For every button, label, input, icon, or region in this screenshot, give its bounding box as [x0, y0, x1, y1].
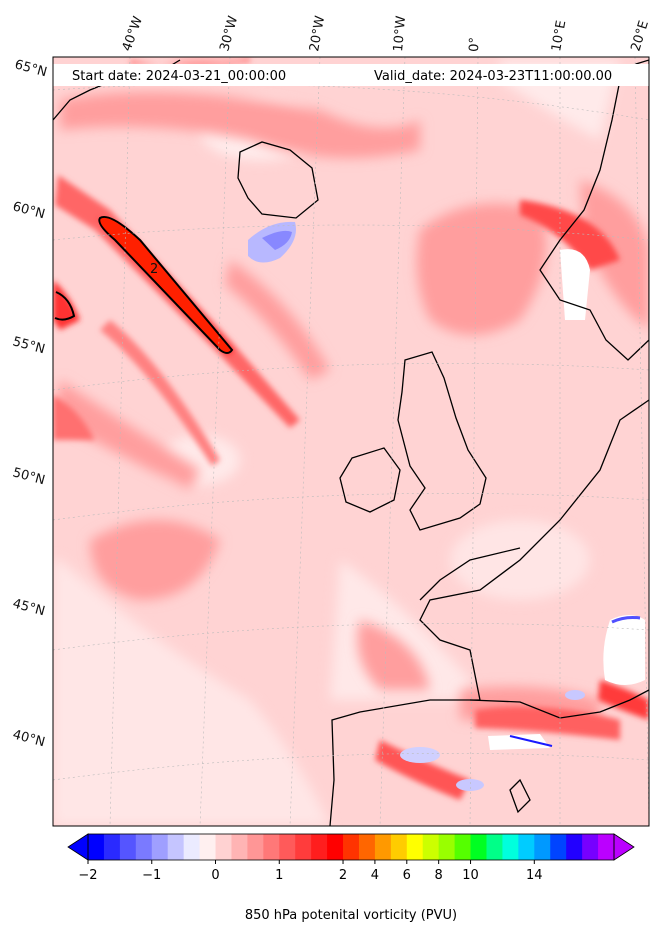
colorbar-cell — [88, 834, 105, 860]
colorbar-cell — [343, 834, 360, 860]
colorbar-cell — [390, 834, 408, 860]
colorbar-tick-label: −2 — [78, 868, 97, 883]
pv-field — [53, 57, 649, 826]
colorbar-frame — [87, 833, 615, 861]
colorbar-tick-label: −1 — [142, 868, 161, 883]
lon-label: 0° — [467, 37, 483, 52]
lat-label: 50°N — [11, 465, 47, 488]
colorbar-cell — [422, 834, 440, 860]
colorbar-cell — [486, 834, 503, 860]
lon-label: 10°W — [391, 15, 409, 52]
colorbar-tick-label: 6 — [403, 868, 411, 883]
colorbar-cell — [438, 834, 456, 860]
lon-label: 20°W — [307, 15, 328, 53]
lat-labels: 65°N 60°N 55°N 50°N 45°N 40°N — [11, 57, 49, 750]
colorbar-cell — [502, 834, 519, 860]
lat-label: 60°N — [11, 199, 47, 222]
colorbar-cell — [406, 834, 424, 860]
colorbar-cell — [263, 834, 280, 860]
colorbar-over-triangle — [613, 833, 635, 861]
colorbar-cell — [247, 834, 264, 860]
contour-label: 2 — [150, 262, 158, 277]
colorbar-cell — [582, 834, 599, 860]
lat-label: 55°N — [11, 334, 47, 357]
colorbar-cells — [88, 834, 615, 860]
colorbar-cell — [151, 834, 169, 860]
colorbar-cell — [454, 834, 472, 860]
valid-date-text: Valid_date: 2024-03-23T11:00:00.00 — [374, 69, 612, 84]
colorbar-cell — [470, 834, 487, 860]
colorbar-cell — [311, 834, 328, 860]
colorbar-tick-label: 10 — [462, 868, 479, 883]
colorbar-tick-label: 1 — [275, 868, 283, 883]
colorbar-cell — [566, 834, 583, 860]
continental-coast — [329, 399, 649, 826]
colorbar-cell — [358, 834, 376, 860]
colorbar-tick-label: 14 — [526, 868, 543, 883]
colorbar-cell — [279, 834, 296, 860]
colorbar-cell — [231, 834, 248, 860]
scandinavia-coast — [539, 59, 649, 361]
lon-label: 20°E — [628, 19, 651, 53]
colorbar-cell — [327, 834, 344, 860]
colorbar-title: 850 hPa potenital vorticity (PVU) — [245, 908, 457, 923]
mediterranean-coast — [469, 689, 649, 719]
colorbar-cell — [167, 834, 185, 860]
iceland-coast — [237, 141, 319, 219]
graticule — [53, 57, 649, 826]
pv-contour-2 — [54, 216, 234, 354]
colorbar-tick-label: 2 — [339, 868, 347, 883]
colorbar-tick-label: 4 — [371, 868, 379, 883]
lon-label: 40°W — [120, 14, 146, 53]
colorbar-cell — [183, 834, 201, 860]
lat-label: 45°N — [11, 596, 47, 619]
ireland-coast — [339, 447, 401, 513]
colorbar-cell — [199, 834, 217, 860]
colorbar-tick-label: 8 — [435, 868, 443, 883]
colorbar-cell — [103, 834, 121, 860]
colorbar-under-triangle — [67, 833, 89, 861]
colorbar-cell — [598, 834, 615, 860]
colorbar-cell — [374, 834, 392, 860]
colorbar-cell — [215, 834, 232, 860]
start-date-text: Start date: 2024-03-21_00:00:00 — [72, 69, 286, 84]
colorbar: −2 −1 0 1 2 4 6 8 10 14 850 hPa potenital vortici… — [67, 833, 635, 923]
lat-label: 40°N — [11, 727, 47, 750]
lon-label: 10°E — [549, 19, 569, 52]
colorbar-cell — [534, 834, 551, 860]
pv-negative-regions — [248, 221, 645, 791]
header-band — [53, 64, 649, 86]
great-britain-coast — [397, 351, 487, 531]
colorbar-cell — [295, 834, 312, 860]
lat-label: 65°N — [13, 57, 49, 80]
colorbar-tick-label: 0 — [211, 868, 219, 883]
lon-label: 30°W — [217, 14, 241, 53]
island-coast — [509, 778, 531, 814]
colorbar-cell — [119, 834, 137, 860]
colorbar-cell — [518, 834, 535, 860]
lon-labels: 40°W 30°W 20°W 10°W 0° 10°E 20°E — [120, 14, 652, 53]
colorbar-cell — [135, 834, 153, 860]
map-frame — [52, 56, 650, 827]
colorbar-cell — [550, 834, 567, 860]
colorbar-ticks: −2 −1 0 1 2 4 6 8 10 14 — [78, 860, 543, 883]
